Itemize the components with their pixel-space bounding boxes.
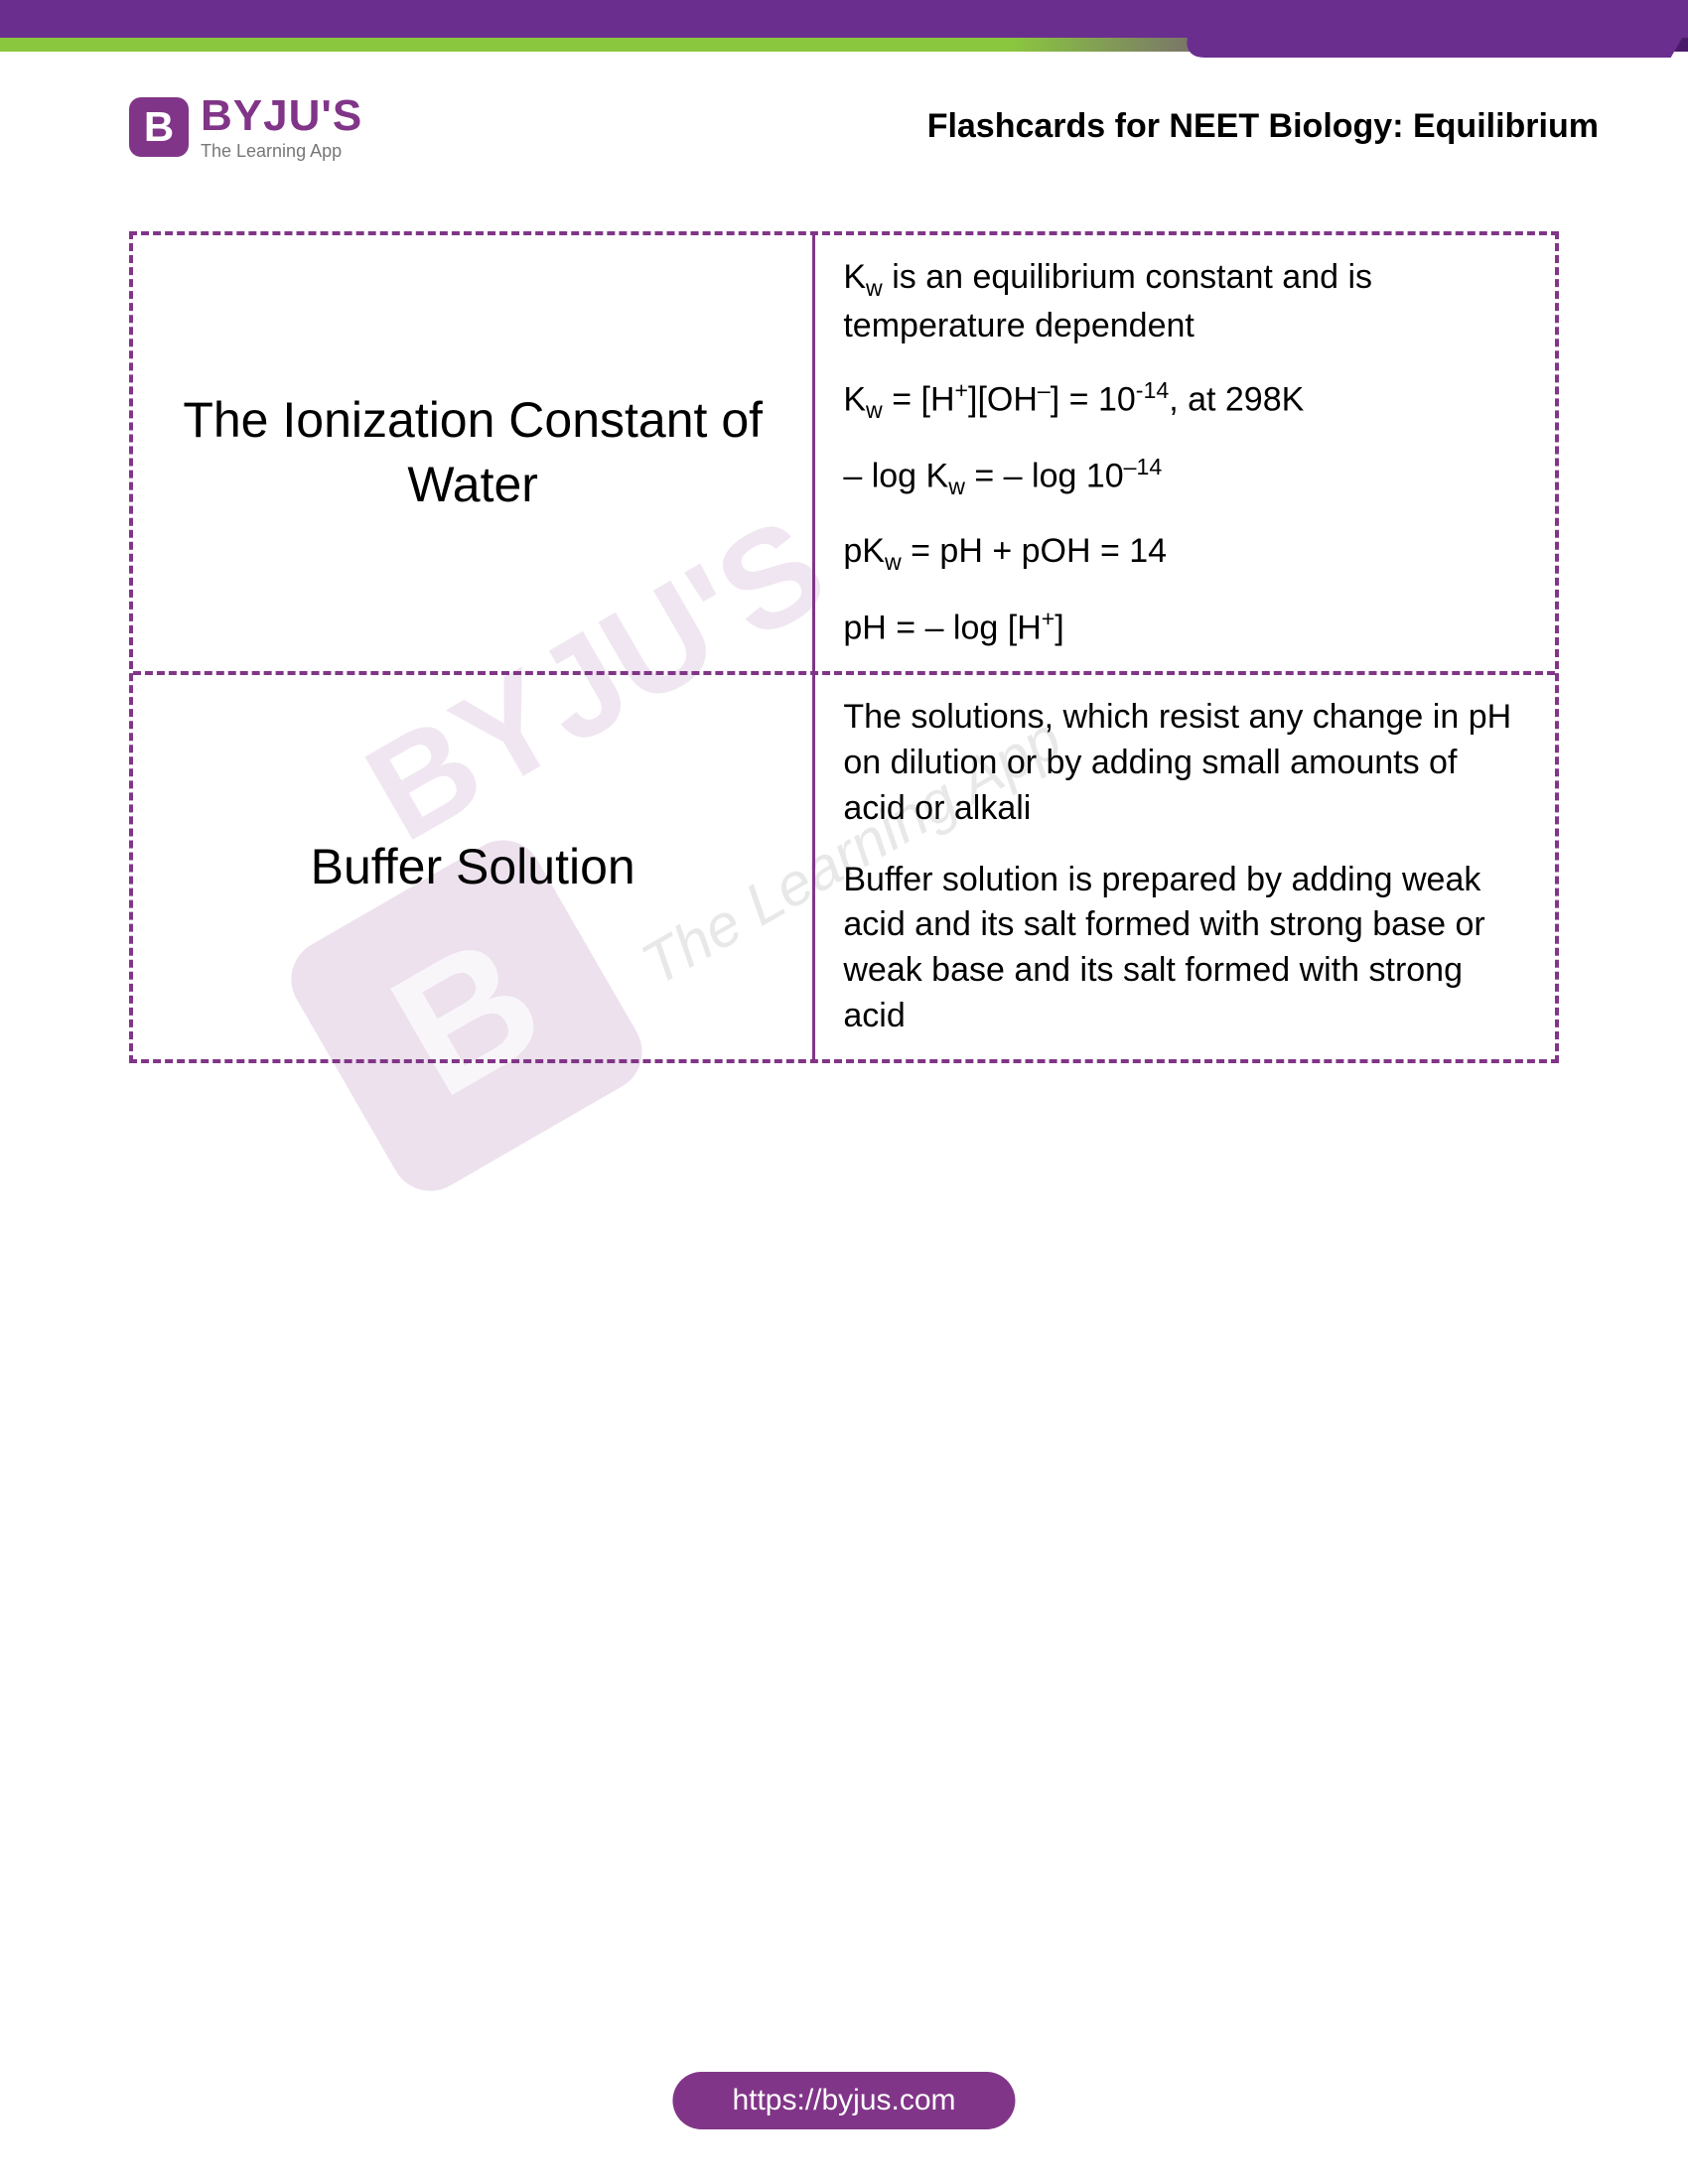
page-header: B BYJU'S The Learning App Flashcards for… <box>0 52 1688 182</box>
flashcard-body: Kw is an equilibrium constant and is tem… <box>815 235 1555 671</box>
flashcard-line: – log Kw = – log 10–14 <box>843 452 1527 502</box>
flashcard-title: Buffer Solution <box>133 675 815 1059</box>
flashcard-title: The Ionization Constant of Water <box>133 235 815 671</box>
logo-name: BYJU'S <box>201 91 362 141</box>
content-area: B BYJU'S The Learning App The Ionization… <box>0 182 1688 1063</box>
flashcard-row: Buffer Solution The solutions, which res… <box>133 671 1555 1059</box>
flashcard-line: pKw = pH + pOH = 14 <box>843 529 1527 578</box>
logo-text-block: BYJU'S The Learning App <box>201 91 362 162</box>
flashcard-table: The Ionization Constant of Water Kw is a… <box>129 231 1559 1063</box>
flashcard-body: The solutions, which resist any change i… <box>815 675 1555 1059</box>
logo-b-icon: B <box>129 97 189 157</box>
flashcard-line: pH = – log [H+] <box>843 604 1527 651</box>
flashcard-row: The Ionization Constant of Water Kw is a… <box>133 235 1555 671</box>
flashcard-line: Kw is an equilibrium constant and is tem… <box>843 255 1527 349</box>
logo-tagline: The Learning App <box>201 141 362 162</box>
flashcard-line: The solutions, which resist any change i… <box>843 695 1527 832</box>
flashcard-line: Buffer solution is prepared by adding we… <box>843 858 1527 1040</box>
flashcard-line: Kw = [H+][OH–] = 10-14, at 298K <box>843 375 1527 426</box>
document-title: Flashcards for NEET Biology: Equilibrium <box>927 107 1599 146</box>
brand-logo: B BYJU'S The Learning App <box>129 91 362 162</box>
footer-url-pill: https://byjus.com <box>672 2072 1015 2129</box>
green-accent-bar <box>0 38 1688 52</box>
